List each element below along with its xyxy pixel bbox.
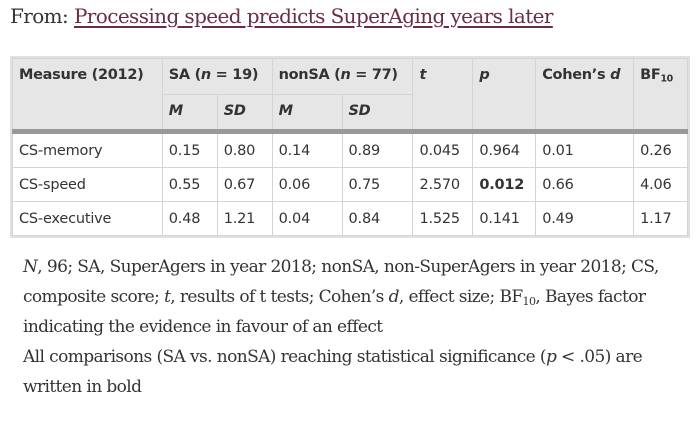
cell-p: 0.964	[472, 131, 537, 168]
fn-n: N	[23, 257, 38, 277]
sa-n-symbol: n	[200, 67, 211, 83]
cell-measure: CS-memory	[12, 131, 163, 168]
cell-nonsa-sd: 0.84	[341, 201, 414, 236]
cell-cohens-d: 0.01	[535, 131, 635, 168]
fn-d: d	[388, 287, 400, 307]
cell-sa-m: 0.55	[161, 167, 218, 202]
header-p: p	[472, 58, 537, 134]
table-row: CS-speed 0.55 0.67 0.06 0.75 2.570 0.012…	[12, 167, 688, 202]
header-row-groups: Measure (2012) SA (n = 19) nonSA (n = 77…	[12, 58, 688, 134]
header-nonsa-group: nonSA (n = 77)	[271, 58, 414, 95]
header-bf10: BF10	[633, 58, 688, 134]
cell-measure: CS-speed	[12, 167, 163, 202]
cohens-label: Cohen’s	[542, 67, 611, 83]
bf-label: BF	[640, 67, 661, 83]
cell-sa-sd: 0.80	[216, 131, 273, 168]
fn-sig-text-2: < .05) are written in bold	[23, 347, 643, 397]
cell-sa-m: 0.15	[161, 131, 218, 168]
cell-t: 2.570	[412, 167, 474, 202]
header-t: t	[412, 58, 474, 134]
cell-nonsa-sd: 0.75	[341, 167, 414, 202]
fn-text-1: , 96; SA, SuperAgers in year 2018; nonSA…	[23, 257, 659, 307]
header-row-stats: M SD M SD	[13, 94, 688, 134]
cell-nonsa-m: 0.06	[271, 167, 343, 202]
nonsa-n-symbol: n	[340, 67, 351, 83]
cell-nonsa-sd: 0.89	[341, 131, 414, 168]
cell-bf10: 4.06	[633, 167, 688, 202]
header-sa-sd: SD	[216, 94, 273, 134]
cell-t: 1.525	[412, 201, 474, 236]
fn-text-2: , results of t tests; Cohen’s	[170, 287, 389, 307]
table-row: CS-executive 0.48 1.21 0.04 0.84 1.525 0…	[12, 201, 688, 236]
cell-measure: CS-executive	[12, 201, 163, 236]
cell-nonsa-m: 0.14	[271, 131, 343, 168]
sa-group-label: SA (	[168, 67, 201, 83]
header-nonsa-m: M	[271, 94, 343, 134]
nonsa-group-label: nonSA (	[278, 67, 341, 83]
cell-sa-sd: 1.21	[216, 201, 273, 236]
cell-sa-m: 0.48	[161, 201, 218, 236]
article-link[interactable]: Processing speed predicts SuperAging yea…	[73, 4, 553, 28]
table-row: CS-memory 0.15 0.80 0.14 0.89 0.045 0.96…	[12, 131, 688, 168]
fn-text-3: , effect size;	[398, 287, 500, 307]
nonsa-n-value: = 77)	[350, 67, 398, 83]
fn-sig-p: p	[545, 347, 557, 367]
table-footnote: N, 96; SA, SuperAgers in year 2018; nonS…	[23, 252, 683, 402]
cell-cohens-d: 0.66	[535, 167, 635, 202]
fn-t: t	[164, 287, 171, 307]
header-nonsa-sd: SD	[341, 94, 414, 134]
sa-n-value: = 19)	[210, 67, 259, 83]
header-sa-m: M	[161, 94, 218, 134]
header-cohens-d: Cohen’s d	[535, 58, 635, 134]
cell-p: 0.141	[472, 201, 537, 236]
results-table: Measure (2012) SA (n = 19) nonSA (n = 77…	[10, 56, 690, 238]
fn-bf: BF	[499, 287, 523, 307]
footnote-significance: All comparisons (SA vs. nonSA) reaching …	[23, 342, 683, 402]
source-line: From: Processing speed predicts SuperAgi…	[10, 4, 553, 28]
from-label: From:	[10, 4, 69, 28]
cell-sa-sd: 0.67	[216, 167, 273, 202]
footnote-abbreviations: N, 96; SA, SuperAgers in year 2018; nonS…	[23, 252, 683, 342]
cohens-d-symbol: d	[610, 67, 621, 83]
cell-bf10: 1.17	[633, 201, 688, 236]
cell-bf10: 0.26	[633, 131, 688, 168]
fn-sig-text-1: All comparisons (SA vs. nonSA) reaching …	[23, 347, 547, 367]
fn-text-4: , Bayes factor indicating the evidence i…	[23, 287, 646, 337]
cell-nonsa-m: 0.04	[271, 201, 343, 236]
cell-p-significant: 0.012	[472, 167, 537, 202]
cell-t: 0.045	[412, 131, 474, 168]
cell-cohens-d: 0.49	[535, 201, 635, 236]
bf-subscript: 10	[660, 73, 673, 85]
header-measure: Measure (2012)	[12, 58, 163, 134]
fn-bf-sub: 10	[522, 294, 536, 308]
header-sa-group: SA (n = 19)	[161, 58, 273, 95]
